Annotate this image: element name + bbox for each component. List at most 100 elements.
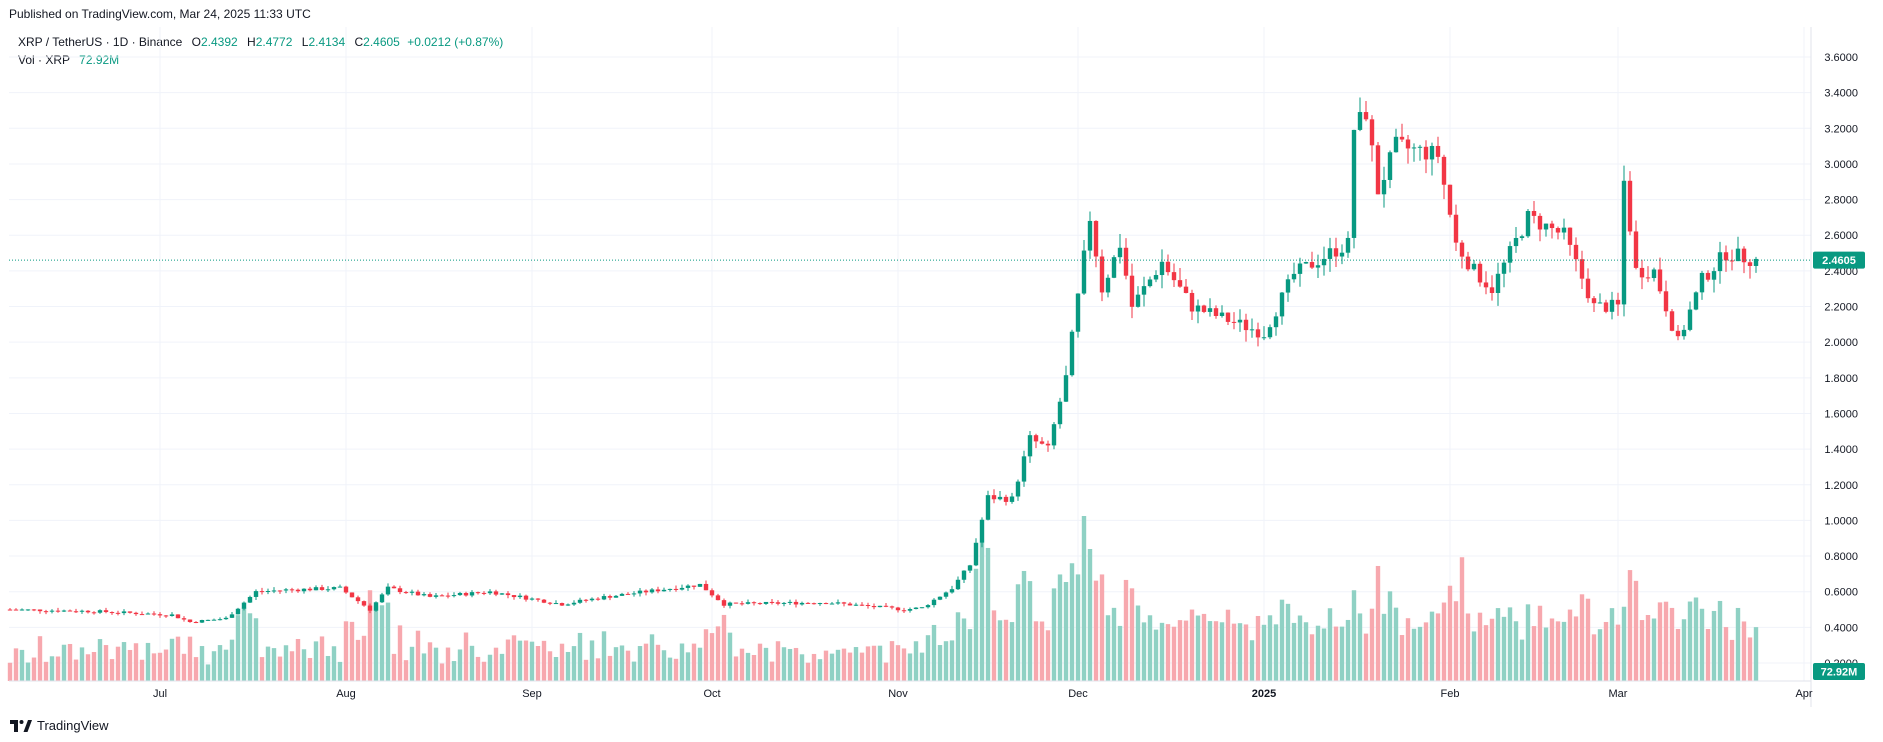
volume-bar <box>427 642 433 681</box>
candle <box>1435 136 1441 164</box>
candle-body <box>877 605 883 608</box>
volume-bar <box>1537 605 1543 681</box>
volume-bar <box>1549 618 1555 681</box>
candle-body <box>1729 260 1735 262</box>
candle <box>463 591 469 597</box>
candle-body <box>919 607 925 609</box>
candle <box>235 607 241 615</box>
volume-bar <box>721 614 727 681</box>
candle-body <box>295 589 301 592</box>
candle <box>931 598 937 608</box>
y-tick-label: 1.0000 <box>1824 515 1858 527</box>
candle <box>361 600 367 607</box>
volume-bar <box>1045 630 1051 681</box>
candle-body <box>445 595 451 597</box>
candle <box>1129 263 1135 319</box>
candle-body <box>31 609 37 611</box>
candle <box>13 608 19 611</box>
candle <box>1309 251 1315 270</box>
volume-bar <box>127 649 133 681</box>
candle-body <box>571 602 577 605</box>
candle <box>313 585 319 591</box>
candle <box>871 603 877 610</box>
candle <box>601 593 607 601</box>
tradingview-brand[interactable]: TradingView <box>10 718 109 733</box>
candle <box>571 600 577 606</box>
candle-body <box>1147 279 1153 287</box>
candle-body <box>115 612 121 614</box>
price-axis[interactable]: 3.6000 3.4000 3.2000 3.0000 2.8000 2.6000 2.40… <box>9 27 1858 707</box>
candle-body <box>1633 231 1639 268</box>
candle-body <box>1063 375 1069 402</box>
candle-body <box>217 619 223 621</box>
volume-bar <box>1213 621 1219 681</box>
volume-bar <box>193 657 199 681</box>
volume-bar <box>1249 640 1255 681</box>
candle <box>1561 218 1567 240</box>
candle-body <box>1183 286 1189 293</box>
candle-body <box>973 542 979 566</box>
low-value: 2.4134 <box>308 35 346 49</box>
volume-label[interactable]: Vol · XRP <box>18 53 70 67</box>
volume-bar <box>367 590 373 681</box>
candle <box>1699 270 1705 300</box>
candle <box>877 605 883 608</box>
candle <box>187 619 193 623</box>
candle <box>799 601 805 606</box>
candle-body <box>223 617 229 620</box>
candle-body <box>829 603 835 605</box>
candle-body <box>403 592 409 594</box>
candle-body <box>697 583 703 587</box>
y-tick-label: 0.2000 <box>1824 658 1858 670</box>
candle-body <box>1153 275 1159 280</box>
volume-bar <box>1507 607 1513 681</box>
volume-bar <box>709 633 715 681</box>
candle-body <box>1093 220 1099 257</box>
candle-body <box>853 604 859 606</box>
volume-bar <box>85 654 91 681</box>
candle-body <box>949 589 955 593</box>
candle <box>1213 305 1219 319</box>
candle <box>1243 313 1249 342</box>
candle <box>1393 128 1399 153</box>
volume-bar <box>31 657 37 681</box>
candle <box>1663 280 1669 317</box>
candle-body <box>787 601 793 603</box>
candle <box>223 616 229 620</box>
candle <box>1009 492 1015 504</box>
volume-bar <box>907 653 913 681</box>
volume-bar <box>1183 620 1189 681</box>
candle <box>1525 209 1531 238</box>
volume-bar <box>1747 637 1753 681</box>
candle <box>853 602 859 606</box>
candle-body <box>1591 298 1597 304</box>
volume-bar <box>469 645 475 681</box>
volume-bar <box>559 643 565 681</box>
candle-body <box>343 586 349 593</box>
volume-bar <box>1105 615 1111 681</box>
candle <box>1687 301 1693 332</box>
volume-bar <box>1621 606 1627 681</box>
volume-bar <box>1399 635 1405 681</box>
candle <box>1537 213 1543 242</box>
volume-bar <box>937 645 943 681</box>
candle-body <box>1399 136 1405 140</box>
candle-body <box>1597 302 1603 304</box>
candle <box>1303 261 1309 264</box>
time-axis[interactable]: Jul Aug Sep Oct Nov Dec 2025 Feb Mar Apr <box>153 688 1813 700</box>
candle <box>199 619 205 623</box>
candle <box>757 602 763 605</box>
candle-body <box>931 599 937 606</box>
candle <box>43 609 49 615</box>
candle <box>343 585 349 594</box>
candle <box>577 597 583 604</box>
volume-bar <box>985 547 991 681</box>
candle-body <box>1471 263 1477 270</box>
symbol-title[interactable]: XRP / TetherUS · 1D · Binance <box>18 35 183 49</box>
candle-body <box>97 610 103 613</box>
volume-bar <box>817 659 823 681</box>
candle-body <box>601 596 607 600</box>
candle-body <box>577 599 583 603</box>
y-tick-label: 3.2000 <box>1824 123 1858 135</box>
